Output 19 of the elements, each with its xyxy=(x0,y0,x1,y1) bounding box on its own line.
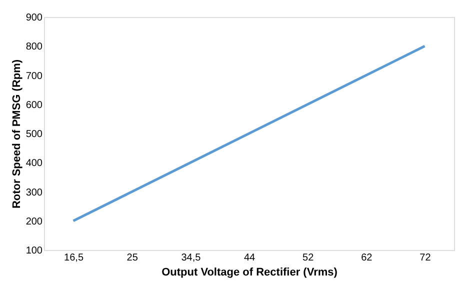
x-tick-label: 16,5 xyxy=(64,252,84,264)
x-tick-label: 25 xyxy=(126,252,138,264)
x-tick-label: 52 xyxy=(302,252,314,264)
y-axis-title: Rotor Speed of PMSG (Rpm) xyxy=(10,59,23,209)
y-tick-label: 700 xyxy=(26,70,43,82)
x-tick-label: 62 xyxy=(361,252,373,264)
y-tick-label: 300 xyxy=(26,187,43,198)
y-tick-label: 100 xyxy=(26,246,43,256)
x-tick-label: 34,5 xyxy=(181,252,202,264)
x-axis-title: Output Voltage of Rectifier (Vrms) xyxy=(162,266,338,278)
line-series xyxy=(72,44,426,222)
y-tick-label: 200 xyxy=(26,216,43,228)
x-tick-label: 72 xyxy=(420,252,432,264)
y-tick-label: 600 xyxy=(26,100,43,111)
y-tick-label: 400 xyxy=(26,158,43,170)
y-tick-label: 900 xyxy=(26,12,43,24)
y-tick-label: 800 xyxy=(26,42,43,53)
x-tick-label: 44 xyxy=(244,252,256,264)
y-tick-label: 500 xyxy=(26,129,43,140)
